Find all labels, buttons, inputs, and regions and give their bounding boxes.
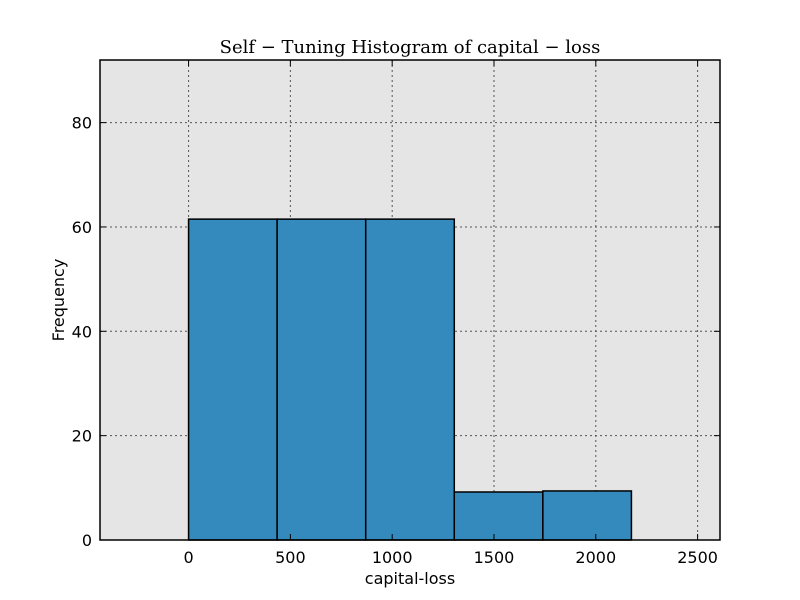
x-tick-label: 500 bbox=[275, 548, 306, 567]
x-tick-label: 1500 bbox=[474, 548, 515, 567]
histogram-bar bbox=[276, 218, 367, 541]
histogram-bar bbox=[453, 491, 544, 541]
chart-title: Self − Tuning Histogram of capital − los… bbox=[220, 37, 601, 58]
y-tick-label: 0 bbox=[82, 531, 92, 550]
x-tick-label: 2500 bbox=[677, 548, 718, 567]
y-tick-label: 40 bbox=[72, 322, 92, 341]
histogram-bar bbox=[187, 218, 278, 541]
histogram-bars bbox=[187, 218, 633, 541]
y-tick-label: 80 bbox=[72, 114, 92, 133]
histogram-bar bbox=[542, 490, 633, 541]
plot-frame bbox=[99, 59, 721, 541]
y-tick-label: 20 bbox=[72, 427, 92, 446]
x-tick-label: 2000 bbox=[575, 548, 616, 567]
x-tick-label: 1000 bbox=[372, 548, 413, 567]
y-axis-label: Frequency bbox=[49, 259, 68, 342]
axis-ticks: 0 500 1000 1500 2000 2500 0 20 40 60 80 bbox=[72, 60, 720, 567]
x-tick-label: 0 bbox=[183, 548, 193, 567]
histogram-bar bbox=[364, 218, 456, 541]
x-axis-label: capital-loss bbox=[365, 569, 455, 588]
y-tick-label: 60 bbox=[72, 218, 92, 237]
